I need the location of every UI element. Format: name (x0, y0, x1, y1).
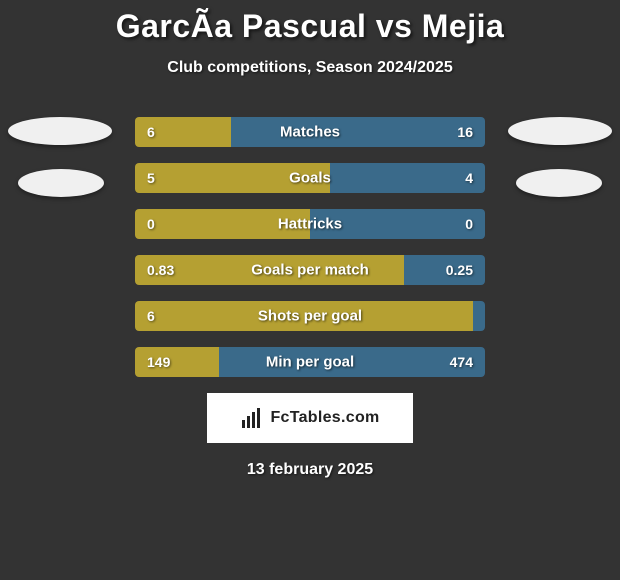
stat-label: Goals (289, 170, 331, 187)
stat-row: 149474Min per goal (135, 347, 485, 377)
stat-right-value: 4 (330, 163, 485, 193)
stat-row: 616Matches (135, 117, 485, 147)
stat-left-value: 149 (135, 347, 219, 377)
stat-right-value: 16 (231, 117, 485, 147)
stat-right-value (473, 301, 485, 331)
avatar-right-bottom (516, 169, 602, 197)
avatar-left-top (8, 117, 112, 145)
page-title: GarcÃ­a Pascual vs Mejia (0, 0, 620, 45)
stat-row: 00Hattricks (135, 209, 485, 239)
avatar-left-bottom (18, 169, 104, 197)
stat-row: 54Goals (135, 163, 485, 193)
stat-row: 6Shots per goal (135, 301, 485, 331)
stat-right-value: 0.25 (404, 255, 485, 285)
stat-label: Shots per goal (258, 308, 362, 325)
stat-label: Goals per match (251, 262, 369, 279)
stat-label: Matches (280, 124, 340, 141)
bar-chart-icon (240, 406, 264, 430)
footer-label: FcTables.com (270, 409, 379, 427)
footer-branding: FcTables.com (207, 393, 413, 443)
comparison-chart: 616Matches54Goals00Hattricks0.830.25Goal… (0, 117, 620, 377)
stat-label: Hattricks (278, 216, 342, 233)
stat-row: 0.830.25Goals per match (135, 255, 485, 285)
date-label: 13 february 2025 (0, 461, 620, 479)
stat-left-value: 6 (135, 117, 231, 147)
avatar-right-top (508, 117, 612, 145)
bars-container: 616Matches54Goals00Hattricks0.830.25Goal… (135, 117, 485, 377)
subtitle: Club competitions, Season 2024/2025 (0, 59, 620, 77)
stat-label: Min per goal (266, 354, 354, 371)
